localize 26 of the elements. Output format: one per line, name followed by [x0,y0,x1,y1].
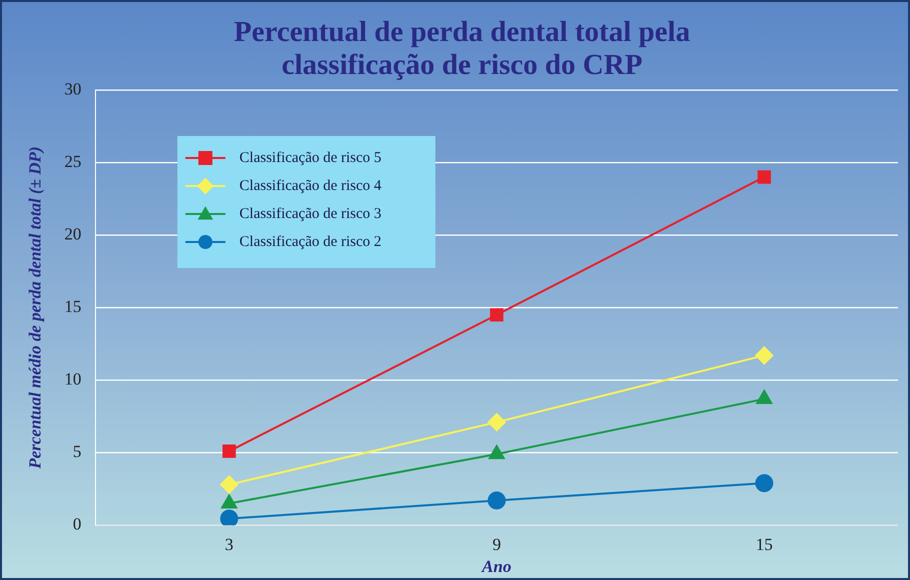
point [488,492,506,510]
y-tick-label: 0 [72,514,82,534]
point [755,346,774,364]
y-tick-label: 25 [64,152,82,171]
legend-label: Classificação de risco 2 [239,234,382,250]
legend-label: Classificação de risco 5 [239,150,382,166]
x-tick-label: 3 [224,534,234,554]
point [220,510,238,526]
point [755,474,774,492]
y-tick-label: 10 [64,370,82,389]
y-axis-title: Percentual médio de perda dental total (± DP) [26,146,45,470]
y-tick-label: 30 [64,79,82,98]
x-tick-label: 15 [756,534,773,554]
point [488,413,506,432]
legend-label: Classificação de risco 4 [239,178,382,194]
point [222,444,236,458]
legend-label: Classificação de risco 3 [239,206,382,222]
x-axis-title: Ano [481,557,512,576]
x-tick-label: 9 [492,534,501,554]
point [220,476,238,494]
y-tick-label: 20 [64,224,82,244]
point [758,170,771,184]
y-tick-label: 5 [72,442,82,462]
chart-title: Percentual de perda dental total pela classificação de risco do CRP [232,16,692,82]
point [490,308,504,322]
y-tick-label: 15 [64,297,82,316]
